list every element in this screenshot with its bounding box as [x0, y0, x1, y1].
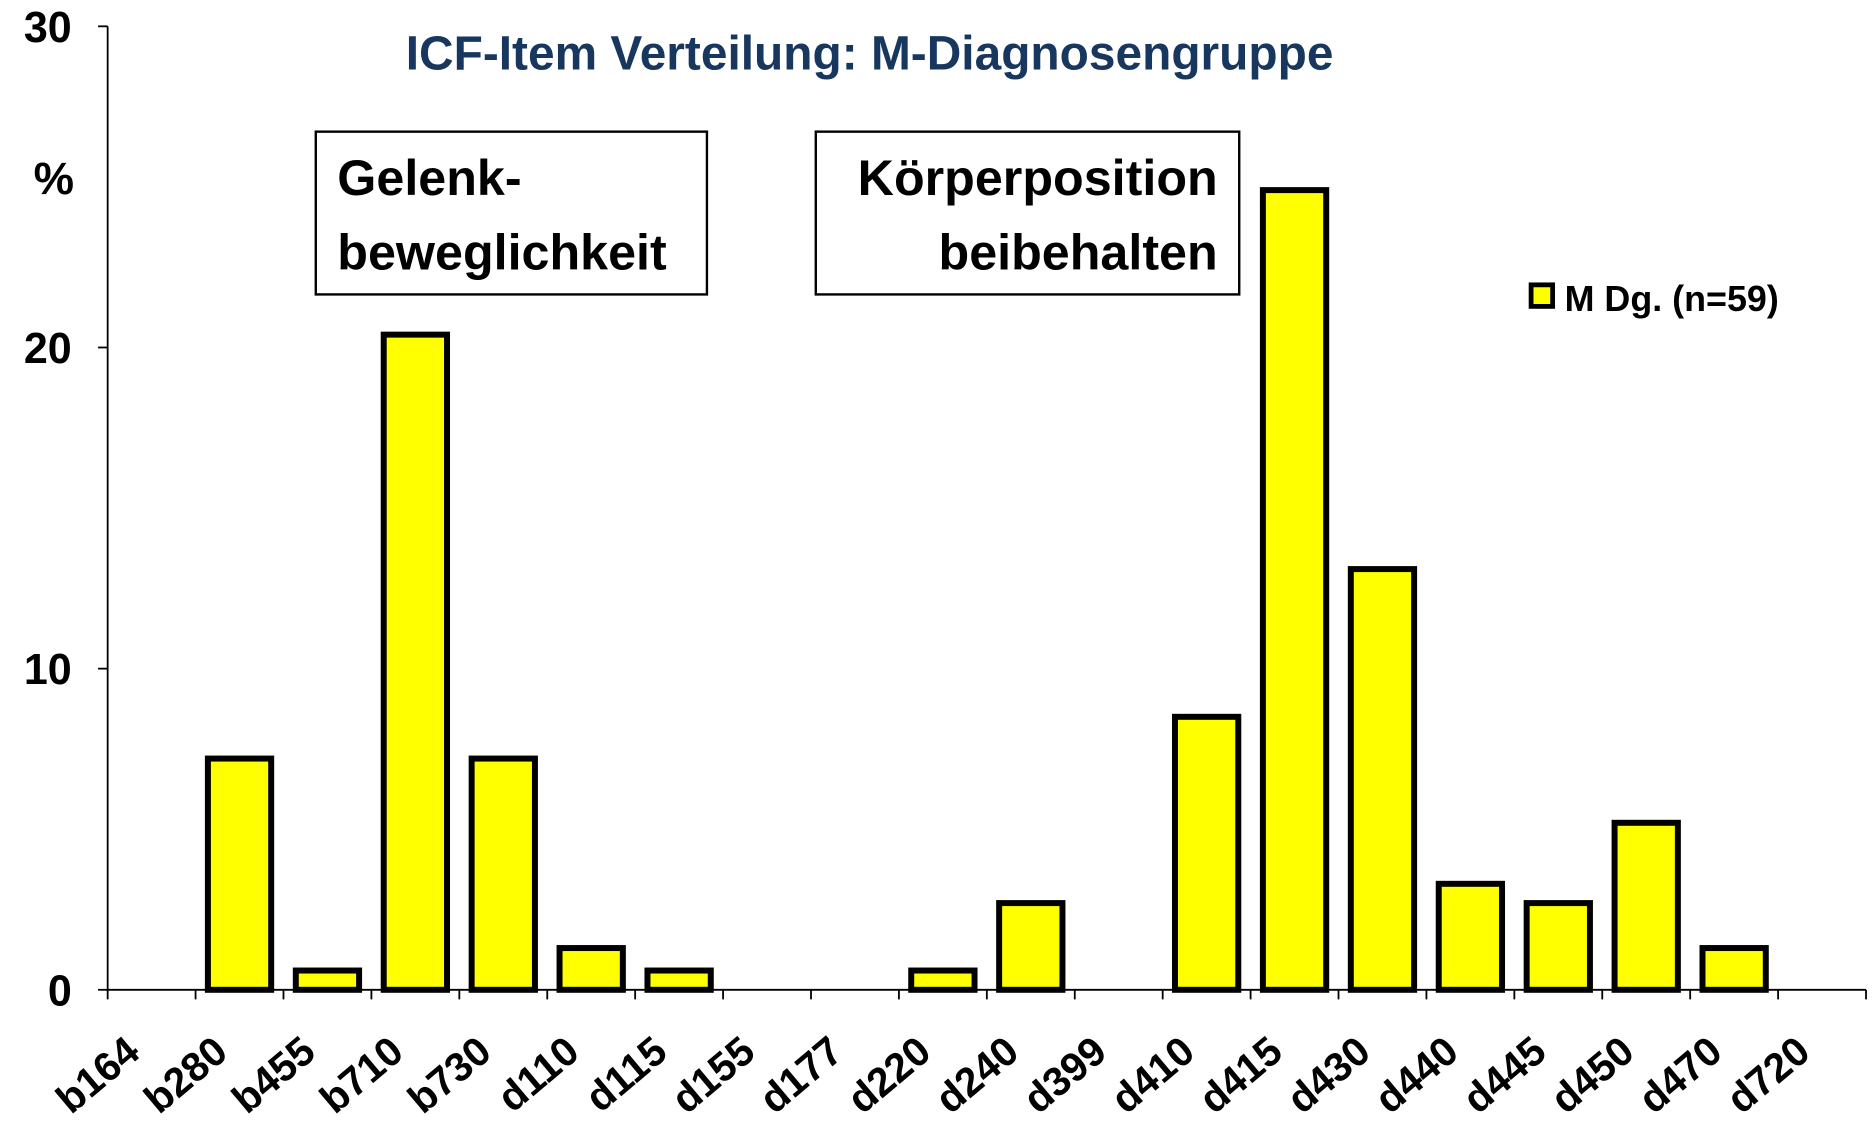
bar — [556, 945, 626, 993]
bar — [1611, 819, 1681, 993]
bar — [204, 755, 275, 993]
x-tick-label: d410 — [1102, 1027, 1203, 1122]
bar — [292, 967, 363, 993]
bar — [1435, 880, 1506, 993]
x-tick-label: b280 — [135, 1027, 236, 1122]
bar — [1699, 945, 1769, 993]
bar — [1171, 713, 1242, 993]
x-tick-label: d177 — [751, 1027, 852, 1122]
annotation-text: beweglichkeit — [337, 224, 667, 280]
x-tick-label: d430 — [1278, 1027, 1379, 1122]
x-tick-label: d445 — [1454, 1027, 1555, 1122]
x-tick-label: b730 — [399, 1027, 500, 1122]
annotation-text: Körperposition — [858, 150, 1218, 206]
x-tick-label: d440 — [1366, 1027, 1467, 1122]
x-tick-label: b164 — [47, 1027, 148, 1122]
x-tick-label: d720 — [1718, 1027, 1819, 1122]
x-tick-label: d220 — [839, 1027, 940, 1122]
y-tick-label: 20 — [24, 325, 72, 373]
bar — [380, 331, 451, 993]
x-tick-label: d415 — [1190, 1027, 1291, 1122]
annotation-box — [314, 130, 709, 296]
x-tick-label: b710 — [311, 1027, 412, 1122]
x-tick-label: d240 — [926, 1027, 1027, 1122]
legend-swatch — [1528, 282, 1556, 309]
y-axis-label: % — [34, 153, 74, 204]
annotation-box — [814, 130, 1241, 296]
x-tick-label: d155 — [663, 1027, 764, 1122]
y-tick-label: 30 — [24, 4, 72, 52]
x-tick-label: b455 — [223, 1027, 324, 1122]
bar — [644, 967, 714, 993]
legend-label: M Dg. (n=59) — [1565, 279, 1779, 319]
bar — [1347, 566, 1418, 993]
x-tick-label: d399 — [1014, 1027, 1115, 1122]
x-tick-label: d110 — [489, 1027, 588, 1120]
bar — [468, 755, 538, 993]
y-tick-label: 0 — [48, 967, 72, 1015]
x-tick-label: d470 — [1630, 1027, 1731, 1122]
bar — [996, 900, 1066, 993]
bar — [1523, 900, 1593, 993]
annotation-text: Gelenk- — [337, 150, 521, 206]
chart-title: ICF-Item Verteilung: M-Diagnosengruppe — [406, 27, 1334, 80]
x-tick-label: d450 — [1542, 1027, 1643, 1122]
bar — [1259, 187, 1330, 993]
x-tick-label: d115 — [576, 1027, 675, 1120]
y-tick-label: 10 — [24, 646, 72, 694]
annotation-text: beibehalten — [939, 224, 1218, 280]
bar — [908, 967, 978, 993]
